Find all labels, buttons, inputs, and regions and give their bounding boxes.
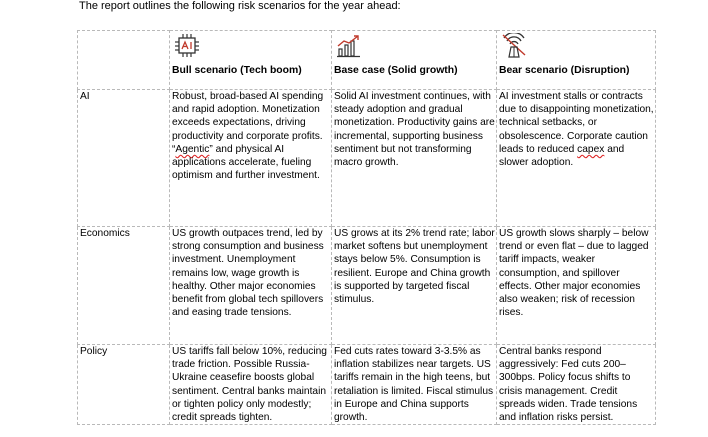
cell-text: Robust, broad-based AI spending and rapi… — [172, 91, 324, 155]
cell-policy-bull: US tariffs fall below 10%, reducing trad… — [169, 343, 332, 426]
disruption-icon — [501, 32, 655, 58]
cell-text: Solid AI investment continues, with stea… — [334, 91, 495, 169]
cell-text: Fed cuts rates toward 3-3.5% as inflatio… — [334, 346, 494, 424]
cell-ai-base: Solid AI investment continues, with stea… — [331, 89, 497, 227]
header-bear: Bear scenario (Disruption) — [496, 30, 656, 90]
cell-text: US growth slows sharply – below trend or… — [499, 228, 649, 319]
cell-economics-bear: US growth slows sharply – below trend or… — [496, 226, 656, 345]
spellcheck-word: capex — [577, 143, 605, 155]
spellcheck-word: Agentic — [175, 143, 210, 155]
row-label-ai: AI — [77, 89, 170, 227]
table-row: Policy US tariffs fall below 10%, reduci… — [77, 343, 656, 426]
header-bull: Bull scenario (Tech boom) — [169, 30, 332, 90]
cell-text: ” and physical AI applications accelerat… — [172, 143, 320, 182]
cell-text: US grows at its 2% trend rate; labor mar… — [334, 228, 495, 306]
row-label-policy: Policy — [77, 343, 170, 426]
ai-chip-icon — [174, 33, 331, 58]
cell-ai-bear: AI investment stalls or contracts due to… — [496, 89, 656, 227]
table-row: AI Robust, broad-based AI spending and r… — [77, 89, 656, 227]
cell-policy-bear: Central banks respond aggressively: Fed … — [496, 343, 656, 426]
cell-policy-base: Fed cuts rates toward 3-3.5% as inflatio… — [331, 343, 497, 426]
cell-text: and slower adoption. — [499, 143, 625, 169]
column-header-bull: Bull scenario (Tech boom) — [172, 65, 302, 76]
column-header-base: Base case (Solid growth) — [334, 65, 458, 76]
cell-text: Central banks respond aggressively: Fed … — [499, 346, 638, 424]
cell-text: US tariffs fall below 10%, reducing trad… — [172, 346, 327, 424]
cell-economics-base: US grows at its 2% trend rate; labor mar… — [331, 226, 497, 345]
column-header-bear: Bear scenario (Disruption) — [499, 65, 630, 76]
cell-ai-bull: Robust, broad-based AI spending and rapi… — [169, 89, 332, 227]
header-empty-cell — [77, 30, 170, 90]
cell-economics-bull: US growth outpaces trend, led by strong … — [169, 226, 332, 345]
risk-scenario-table: Bull scenario (Tech boom) Base case (Sol… — [77, 30, 656, 426]
table-row: Economics US growth outpaces trend, led … — [77, 226, 656, 345]
row-label-economics: Economics — [77, 226, 170, 345]
table-header-row: Bull scenario (Tech boom) Base case (Sol… — [77, 30, 656, 90]
intro-text: The report outlines the following risk s… — [79, 0, 401, 12]
growth-chart-icon — [336, 33, 496, 58]
cell-text: AI investment stalls or contracts due to… — [499, 91, 654, 155]
header-base: Base case (Solid growth) — [331, 30, 497, 90]
cell-text: US growth outpaces trend, led by strong … — [172, 228, 324, 319]
